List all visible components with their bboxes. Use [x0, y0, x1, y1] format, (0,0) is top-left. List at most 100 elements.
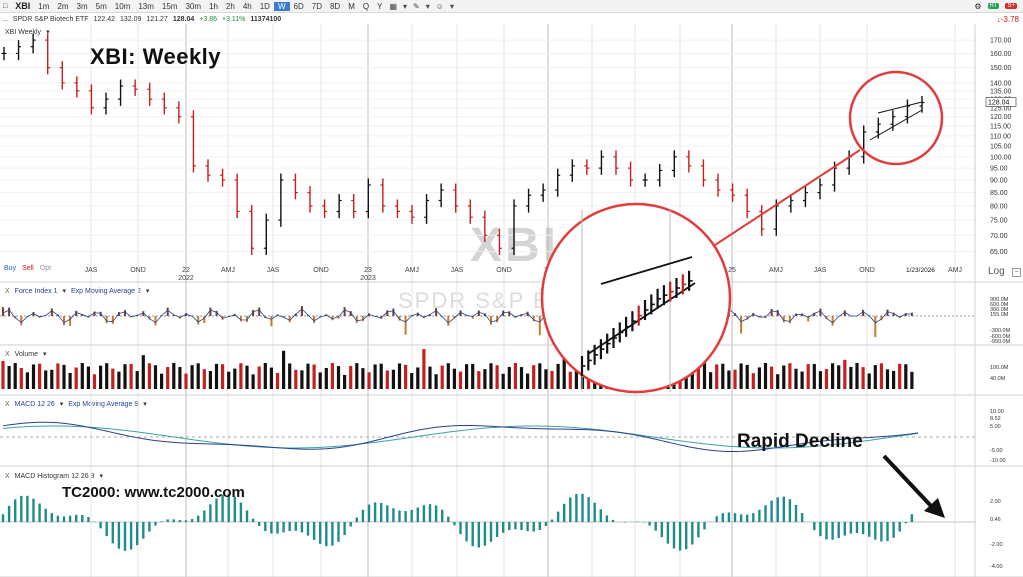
chevron-down-icon[interactable]: ▾ — [449, 1, 454, 11]
macd-pane-label: X MACD 12 26 ▾ Exp Moving Average 9 ▾ — [5, 400, 147, 409]
ema-label[interactable]: Exp Moving Average 2 — [71, 287, 141, 295]
tf-m[interactable]: M — [348, 1, 355, 11]
macd-tick-label: 5.00 — [990, 424, 1001, 430]
tf-10m[interactable]: 10m — [114, 1, 131, 11]
volume-bar — [233, 368, 237, 389]
buy-button[interactable]: Buy — [4, 265, 17, 272]
tc2000-note: TC2000: www.tc2000.com — [62, 484, 245, 501]
volume-bar — [123, 364, 127, 389]
rt-badge[interactable]: RT — [987, 3, 1000, 9]
volume-bar — [391, 369, 395, 389]
tf-1d[interactable]: 1D — [259, 1, 270, 11]
tf-1h[interactable]: 1h — [209, 1, 218, 11]
tf-3m[interactable]: 3m — [76, 1, 88, 11]
y-tick-label: 125.00 — [990, 105, 1012, 112]
tf-1m[interactable]: 1m — [38, 1, 50, 11]
force-tick-label: 900.0M — [990, 297, 1009, 303]
decline-arrow-head — [924, 498, 945, 518]
quote-high: 132.09 — [120, 15, 142, 23]
volume-bar — [898, 363, 902, 389]
tf-6d[interactable]: 6D — [293, 1, 304, 11]
macd-tick-label: 8.52 — [990, 416, 1001, 422]
opt-button[interactable]: Opt — [39, 265, 52, 272]
volume-bar — [745, 364, 749, 389]
macd-signal-line — [2, 425, 919, 449]
close-icon[interactable]: X — [5, 287, 10, 295]
volume-bar — [349, 366, 353, 389]
volume-bar — [31, 364, 36, 389]
macd-ema-label[interactable]: Exp Moving Average 9 — [68, 400, 139, 408]
x-tick-label: JAS — [814, 267, 827, 274]
close-icon[interactable]: X — [5, 400, 10, 408]
chevron-down-icon[interactable]: ▾ — [403, 1, 408, 11]
tf-30m[interactable]: 30m — [185, 1, 201, 11]
zoom-wedge-upper — [600, 256, 693, 285]
force-index-label[interactable]: Force Index 1 — [14, 287, 58, 295]
macd-label[interactable]: MACD 12 26 — [14, 400, 55, 408]
log-scale-toggle[interactable]: Log — [988, 266, 1005, 277]
volume-bar — [373, 364, 377, 389]
volume-bar — [751, 373, 755, 389]
volume-tick-label: 100.0M — [990, 365, 1009, 371]
volume-bar — [690, 365, 694, 389]
tf-w[interactable]: W — [273, 1, 290, 11]
volume-bar — [824, 369, 829, 389]
volume-bar — [251, 374, 255, 389]
volume-bar — [885, 369, 890, 389]
volume-bar — [458, 371, 463, 389]
tf-4h[interactable]: 4h — [242, 1, 252, 11]
hist-tick-label: -2.00 — [990, 542, 1003, 548]
volume-label[interactable]: Volume — [14, 350, 39, 358]
volume-bar — [806, 364, 810, 389]
sv-badge[interactable]: S+ — [1005, 3, 1017, 9]
tf-7d[interactable]: 7D — [311, 1, 322, 11]
gear-icon[interactable]: ⚙ — [974, 1, 982, 11]
price-pane-label[interactable]: XBI Weekly ▾ — [5, 28, 50, 37]
tf-q[interactable]: Q — [362, 1, 370, 11]
volume-bar — [776, 374, 780, 389]
volume-bar — [849, 366, 853, 389]
collapse-icon[interactable]: − — [1012, 268, 1021, 277]
volume-bar — [367, 372, 371, 389]
square-icon[interactable]: □ — [3, 2, 8, 10]
quote-low: 121.27 — [146, 15, 168, 23]
tf-2h[interactable]: 2h — [225, 1, 235, 11]
tf-5m[interactable]: 5m — [95, 1, 107, 11]
smiley-icon[interactable]: ☺ — [435, 1, 444, 11]
x-tick-label: AMJ — [221, 267, 235, 274]
volume-bar — [68, 373, 72, 389]
toolbar-right: ⚙ RT S+ — [974, 2, 1023, 11]
y-tick-label: 70.00 — [990, 233, 1008, 240]
tf-2m[interactable]: 2m — [57, 1, 69, 11]
last-price-label: 128.04 — [988, 99, 1010, 106]
y-tick-label: 95.00 — [990, 166, 1008, 173]
tf-y[interactable]: Y — [377, 1, 383, 11]
highlight-circle-small — [848, 70, 944, 166]
hist-pane-label: X MACD Histogram 12 26 9 ▾ — [5, 472, 103, 481]
sell-button[interactable]: Sell — [22, 265, 34, 272]
close-icon[interactable]: X — [5, 472, 10, 480]
drawing-icon[interactable]: ✎ — [413, 1, 420, 11]
bars-icon[interactable]: ▦ — [389, 1, 398, 11]
chevron-down-icon[interactable]: ▾ — [425, 1, 430, 11]
rapid-decline-annotation: Rapid Decline — [737, 431, 863, 452]
volume-bar — [397, 363, 402, 389]
volume-bar — [227, 371, 231, 389]
quote-pct: +3.11% — [221, 15, 246, 23]
force-ema-line — [2, 308, 912, 324]
volume-pane-label: X Volume ▾ — [5, 350, 47, 359]
volume-bar — [324, 368, 328, 389]
volume-bar — [19, 368, 23, 389]
hist-tick-label: 2.00 — [990, 499, 1001, 505]
quote-open: 122.42 — [93, 15, 115, 23]
volume-bar — [794, 368, 798, 389]
tf-8d[interactable]: 8D — [329, 1, 341, 11]
macd-hist-label[interactable]: MACD Histogram 12 26 9 — [14, 472, 95, 480]
volume-bar — [80, 363, 84, 389]
tf-15m[interactable]: 15m — [161, 1, 178, 11]
symbol-field[interactable]: XBI — [15, 1, 31, 11]
close-icon[interactable]: X — [5, 350, 10, 358]
volume-bar — [245, 365, 249, 389]
tf-13m[interactable]: 13m — [138, 1, 154, 11]
